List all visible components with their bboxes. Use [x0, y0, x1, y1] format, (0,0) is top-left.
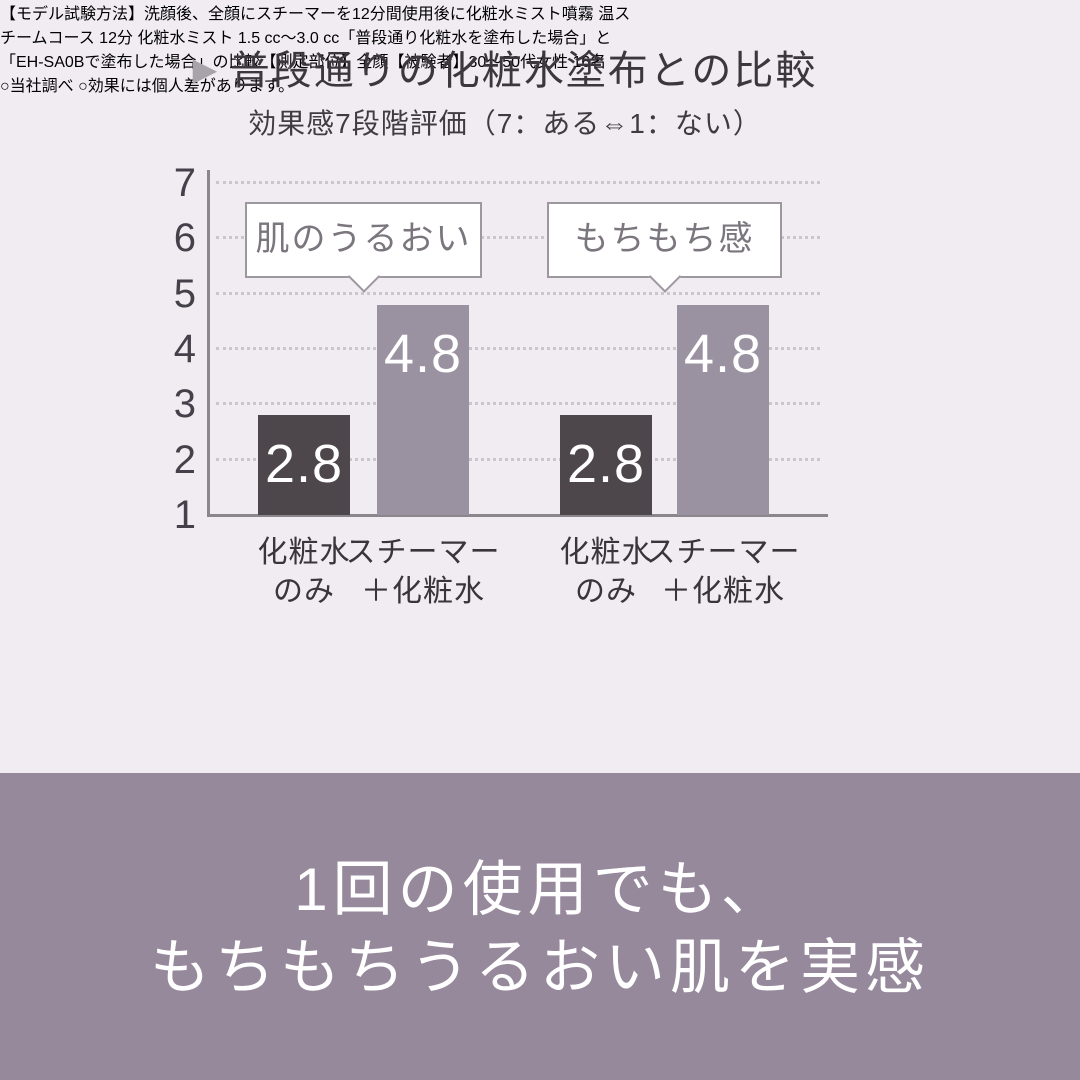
- callout-pointer: [648, 260, 681, 293]
- footnote-line: チームコース 12分 化粧水ミスト 1.5 cc〜3.0 cc「普段通り化粧水を…: [0, 30, 612, 47]
- footnote-line: ○当社調べ ○効果には個人差があります。: [0, 78, 295, 95]
- y-axis-tick-label: 2: [173, 437, 196, 482]
- y-axis-tick-label: 4: [173, 327, 196, 371]
- chart-header: ▶ 普段通りの化粧水塗布との比較: [0, 38, 1010, 96]
- y-axis-tick-label: 7: [173, 161, 196, 206]
- bar-steamer-plus-lotion: 4.8: [677, 304, 769, 515]
- gridline: [216, 457, 820, 461]
- footnote-line: 【モデル試験方法】洗顔後、全顔にスチーマーを12分間使用後に化粧水ミスト噴霧 温…: [0, 6, 631, 23]
- x-axis-category-label: 化粧水 のみ: [496, 533, 716, 611]
- x-axis-category-line: 化粧水: [559, 536, 653, 569]
- bar-lotion-only: 2.8: [258, 415, 350, 515]
- banner: 1回の使用でも、 もちもちうるおい肌を実感: [0, 773, 1080, 1080]
- x-axis-category-label: 化粧水 のみ: [194, 533, 414, 611]
- page-title: 普段通りの化粧水塗布との比較: [229, 49, 818, 93]
- bar-value-label: 2.8: [566, 434, 646, 495]
- y-axis-line: [207, 170, 210, 517]
- gridline: [216, 347, 820, 350]
- callout-label: もちもち感: [547, 202, 782, 293]
- y-axis-tick-label: 1: [173, 493, 196, 537]
- gridline: [216, 181, 820, 185]
- bar-steamer-plus-lotion: 4.8: [377, 304, 469, 515]
- bar-value-label: 4.8: [383, 323, 463, 384]
- y-axis-tick-label: 6: [173, 216, 196, 261]
- y-axis-tick-label: 3: [173, 382, 196, 427]
- y-axis-tick-label: 5: [173, 271, 196, 316]
- x-axis-category-line: ＋化粧水: [361, 575, 485, 608]
- x-axis-category-line: ＋化粧水: [661, 575, 785, 608]
- x-axis-category-line: スチーマー: [645, 536, 801, 569]
- footnote-line: 「EH-SA0Bで塗布した場合」の比較【測定部位】全顔【被験者】30〜50代女性…: [0, 54, 607, 71]
- gridline: [216, 291, 820, 295]
- gridline: [216, 236, 820, 240]
- chart-subtitle: 効果感7段階評価（7：ある⇔1：ない）: [248, 108, 762, 139]
- banner-line: もちもちうるおい肌を実感: [150, 934, 930, 1001]
- callout-pointer: [347, 260, 380, 293]
- bar-value-label: 2.8: [264, 434, 344, 495]
- x-axis-category-line: のみ: [273, 575, 335, 608]
- banner-line: 1回の使用でも、: [294, 856, 786, 923]
- bar-lotion-only: 2.8: [560, 415, 652, 515]
- x-axis-category-line: スチーマー: [345, 536, 501, 569]
- x-axis-category-label: スチーマー ＋化粧水: [613, 533, 833, 611]
- x-axis-category-line: のみ: [575, 575, 637, 608]
- x-axis-category-label: スチーマー ＋化粧水: [313, 533, 533, 611]
- x-axis-category-line: 化粧水: [257, 536, 351, 569]
- gridline: [216, 402, 820, 406]
- bar-value-label: 4.8: [683, 323, 763, 384]
- callout-label: 肌のうるおい: [245, 202, 482, 293]
- triangle-marker-icon: ▶: [192, 51, 218, 87]
- x-axis-line: [207, 514, 828, 517]
